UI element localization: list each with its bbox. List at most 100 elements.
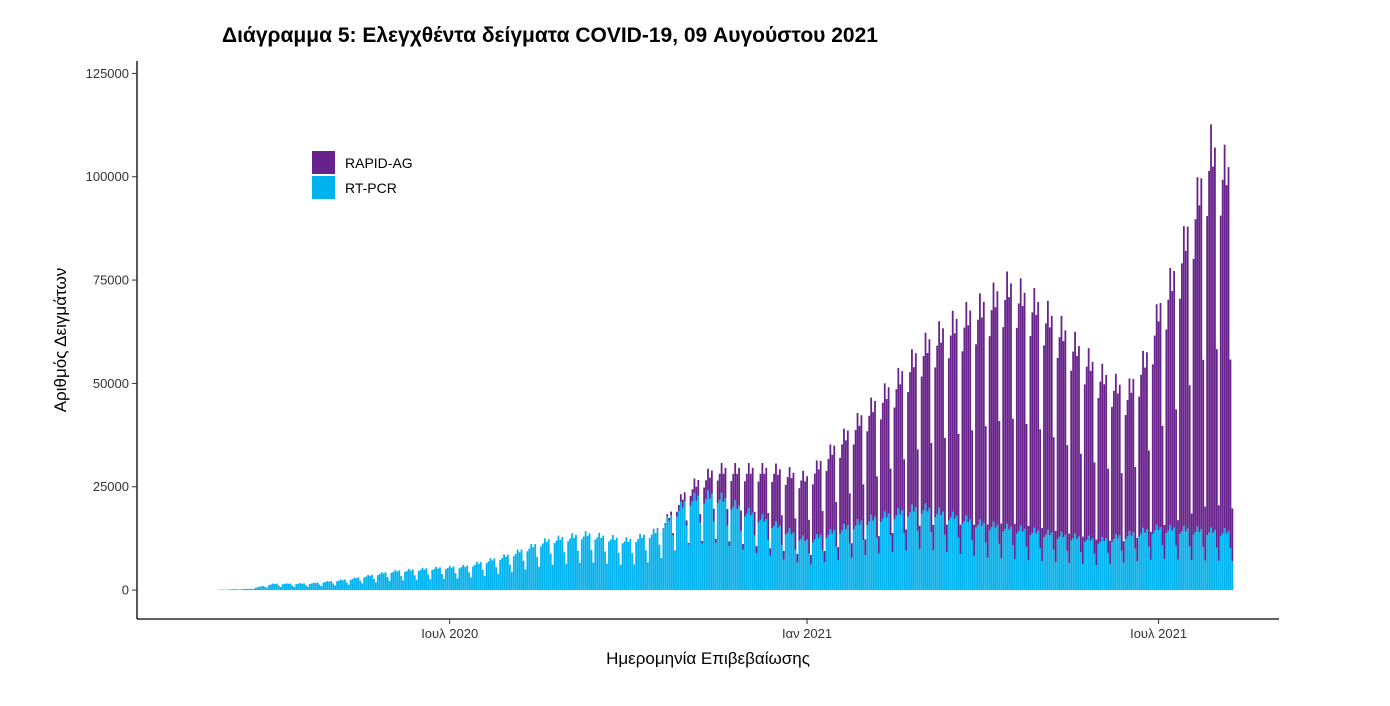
- bar-rapid-ag: [932, 524, 935, 551]
- bar-rt-pcr: [470, 577, 472, 591]
- bar-rt-pcr: [1206, 535, 1209, 591]
- bar-rt-pcr: [322, 582, 325, 591]
- bar-rt-pcr: [782, 559, 785, 591]
- bar-rt-pcr: [759, 519, 762, 591]
- bar-rapid-ag: [926, 353, 929, 512]
- bar-rt-pcr: [518, 552, 521, 591]
- bar-rt-pcr: [885, 517, 888, 591]
- bar-rapid-ag: [893, 407, 896, 520]
- bar-rapid-ag: [810, 554, 812, 565]
- bar-rt-pcr: [780, 544, 783, 591]
- bar-rt-pcr: [561, 537, 564, 591]
- bar-rt-pcr: [538, 566, 540, 591]
- bar-rt-pcr: [590, 550, 593, 591]
- bar-rapid-ag: [681, 499, 684, 508]
- bar-rapid-ag: [963, 327, 966, 522]
- bar-rt-pcr: [693, 492, 696, 591]
- bar-rapid-ag: [819, 460, 822, 535]
- bar-rt-pcr: [1058, 536, 1061, 591]
- bar-rapid-ag: [1177, 520, 1179, 560]
- bar-rt-pcr: [1087, 535, 1090, 591]
- bar-rt-pcr: [745, 513, 748, 591]
- y-tick-label: 0: [122, 583, 129, 598]
- bar-rapid-ag: [1181, 263, 1183, 532]
- bar-rapid-ag: [782, 551, 785, 560]
- bar-rapid-ag: [796, 553, 799, 563]
- bar-rt-pcr: [681, 507, 684, 591]
- bar-rt-pcr: [944, 534, 946, 591]
- bar-rt-pcr: [895, 515, 898, 591]
- bar-rt-pcr: [911, 504, 913, 591]
- bar-rt-pcr: [475, 561, 478, 591]
- bar-rt-pcr: [714, 542, 717, 591]
- bar-rapid-ag: [1002, 327, 1005, 532]
- bar-rapid-ag: [998, 420, 1001, 544]
- bar-rt-pcr: [773, 525, 775, 591]
- bar-rt-pcr: [474, 564, 476, 591]
- bar-rt-pcr: [850, 557, 853, 591]
- bar-rt-pcr: [264, 586, 267, 591]
- bar-rapid-ag: [889, 468, 892, 536]
- bar-rt-pcr: [1149, 559, 1152, 591]
- bar-rt-pcr: [829, 529, 832, 591]
- bar-rapid-ag: [1091, 361, 1094, 539]
- bar-rapid-ag: [1192, 259, 1195, 535]
- bar-rt-pcr: [1159, 526, 1162, 591]
- bar-rt-pcr: [503, 554, 505, 591]
- bar-rt-pcr: [392, 571, 395, 591]
- bar-rt-pcr: [1114, 533, 1117, 591]
- bar-rapid-ag: [753, 511, 756, 536]
- bar-rapid-ag: [1012, 418, 1014, 546]
- bar-rt-pcr: [1173, 527, 1176, 591]
- bar-rapid-ag: [1114, 373, 1117, 534]
- bar-rapid-ag: [860, 415, 863, 521]
- bar-rapid-ag: [1214, 147, 1216, 531]
- bar-rt-pcr: [656, 529, 659, 591]
- bar-rt-pcr: [1231, 561, 1234, 591]
- bar-rt-pcr: [1089, 540, 1092, 591]
- bar-rapid-ag: [710, 470, 713, 494]
- bar-rapid-ag: [757, 481, 760, 523]
- bar-rt-pcr: [1004, 529, 1007, 591]
- bar-rt-pcr: [1066, 550, 1069, 591]
- bar-rapid-ag: [767, 513, 770, 541]
- bar-rt-pcr: [307, 586, 309, 591]
- bar-rt-pcr: [1056, 538, 1059, 591]
- bar-rt-pcr: [373, 578, 375, 591]
- bar-rt-pcr: [1064, 534, 1067, 591]
- bar-rt-pcr: [1046, 529, 1049, 591]
- bar-rt-pcr: [594, 539, 597, 591]
- bar-rt-pcr: [1196, 526, 1199, 591]
- bar-rt-pcr: [959, 554, 962, 591]
- bar-rt-pcr: [427, 574, 430, 591]
- bar-rapid-ag: [977, 319, 979, 525]
- bar-rapid-ag: [1031, 312, 1034, 533]
- bar-rt-pcr: [283, 583, 286, 591]
- bar-rt-pcr: [1221, 533, 1224, 591]
- bar-rt-pcr: [901, 510, 904, 591]
- bar-rapid-ag: [761, 463, 764, 515]
- bar-rapid-ag: [1068, 533, 1071, 564]
- bar-rapid-ag: [1027, 525, 1030, 561]
- bar-rapid-ag: [697, 480, 700, 496]
- bar-rt-pcr: [584, 531, 587, 591]
- bar-rt-pcr: [258, 586, 261, 591]
- bar-rapid-ag: [1056, 357, 1059, 539]
- bar-rt-pcr: [477, 563, 480, 591]
- bar-rapid-ag: [1169, 268, 1172, 526]
- bar-rapid-ag: [856, 412, 859, 520]
- bar-rt-pcr: [876, 537, 878, 591]
- bar-rapid-ag: [817, 469, 820, 539]
- y-tick-label: 50000: [93, 376, 129, 391]
- bar-rt-pcr: [444, 569, 447, 591]
- bar-rt-pcr: [1122, 562, 1125, 591]
- rapid-ag-bars: [646, 124, 1234, 565]
- bar-rt-pcr: [458, 568, 461, 591]
- bar-rt-pcr: [400, 576, 403, 591]
- bar-rt-pcr: [1019, 525, 1022, 591]
- bar-rt-pcr: [936, 514, 939, 591]
- bar-rt-pcr: [800, 539, 803, 591]
- bar-rt-pcr: [1091, 538, 1094, 591]
- bar-rt-pcr: [883, 511, 886, 591]
- bar-rapid-ag: [1190, 513, 1193, 560]
